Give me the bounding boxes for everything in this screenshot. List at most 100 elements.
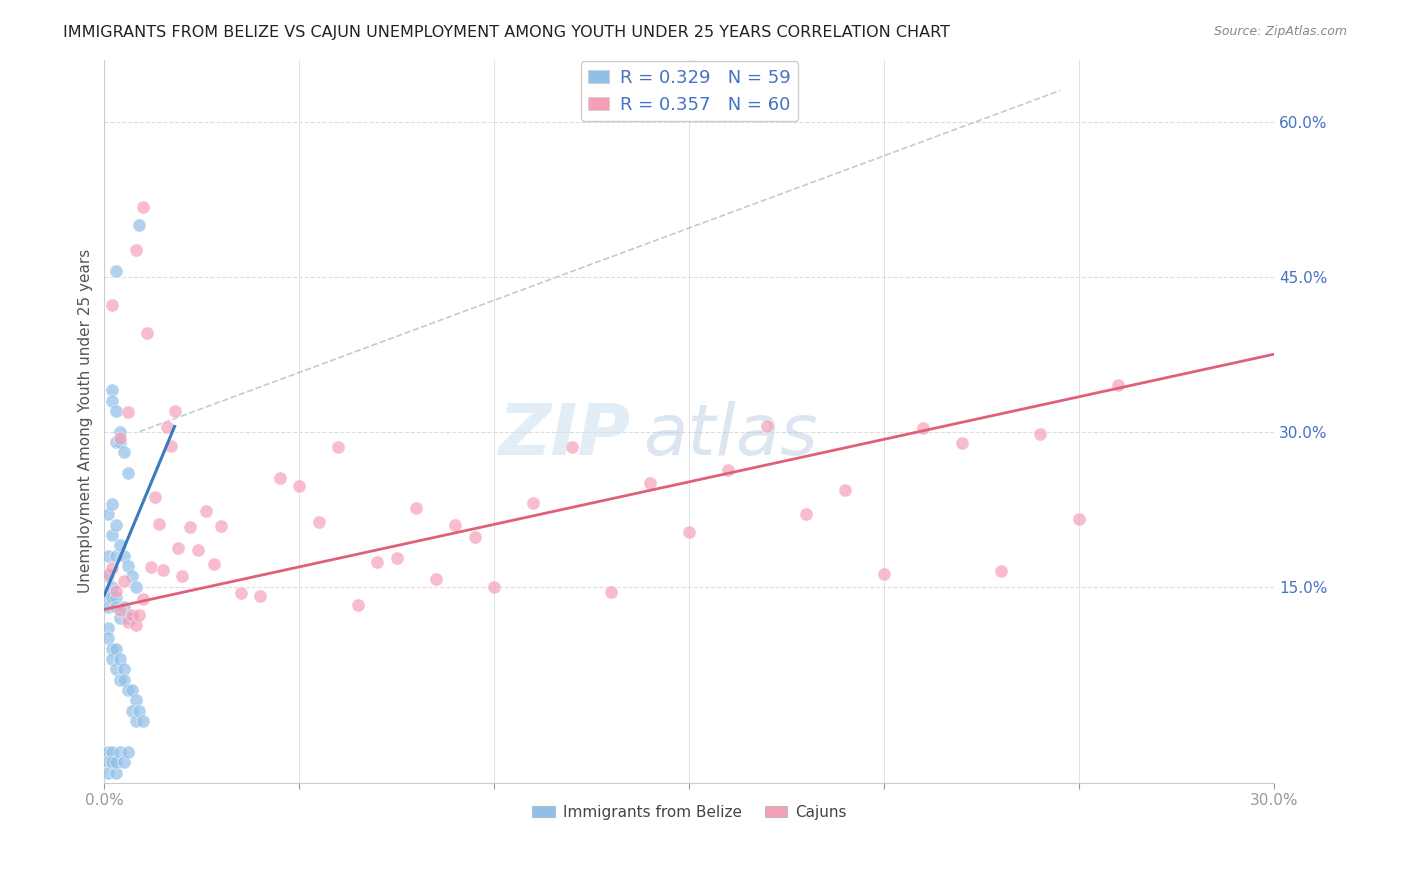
Point: [97, 549, 120, 563]
Point: [269, 470, 291, 484]
Point: [101, 497, 124, 511]
Point: [128, 608, 150, 623]
Point: [187, 543, 209, 558]
Point: [108, 745, 131, 759]
Point: [366, 555, 388, 569]
Legend: Immigrants from Belize, Cajuns: Immigrants from Belize, Cajuns: [526, 799, 853, 826]
Point: [112, 600, 135, 615]
Point: [159, 439, 181, 453]
Point: [561, 440, 583, 454]
Point: [101, 384, 124, 398]
Point: [101, 745, 124, 759]
Point: [950, 435, 973, 450]
Point: [105, 641, 128, 656]
Point: [121, 569, 143, 583]
Point: [112, 662, 135, 676]
Point: [97, 621, 120, 635]
Point: [148, 517, 170, 532]
Point: [105, 583, 128, 598]
Point: [678, 524, 700, 539]
Point: [202, 558, 225, 572]
Point: [101, 528, 124, 542]
Point: [136, 326, 159, 341]
Text: atlas: atlas: [643, 401, 817, 470]
Point: [101, 756, 124, 770]
Point: [912, 421, 935, 435]
Point: [141, 560, 163, 574]
Point: [484, 580, 506, 594]
Point: [105, 517, 128, 532]
Point: [117, 405, 139, 419]
Point: [121, 683, 143, 698]
Point: [834, 483, 856, 497]
Point: [128, 704, 150, 718]
Point: [444, 517, 467, 532]
Point: [179, 520, 201, 534]
Text: IMMIGRANTS FROM BELIZE VS CAJUN UNEMPLOYMENT AMONG YOUTH UNDER 25 YEARS CORRELAT: IMMIGRANTS FROM BELIZE VS CAJUN UNEMPLOY…: [63, 25, 950, 40]
Point: [101, 298, 124, 312]
Point: [117, 615, 139, 629]
Y-axis label: Unemployment Among Youth under 25 years: Unemployment Among Youth under 25 years: [79, 249, 93, 593]
Point: [108, 603, 131, 617]
Point: [124, 618, 146, 632]
Text: ZIP: ZIP: [499, 401, 631, 470]
Point: [108, 610, 131, 624]
Point: [97, 756, 120, 770]
Point: [209, 519, 232, 533]
Point: [117, 683, 139, 698]
Point: [328, 441, 350, 455]
Point: [105, 590, 128, 604]
Point: [117, 466, 139, 480]
Point: [152, 563, 174, 577]
Point: [97, 590, 120, 604]
Point: [105, 765, 128, 780]
Point: [108, 431, 131, 445]
Point: [101, 560, 124, 574]
Point: [105, 264, 128, 278]
Point: [112, 445, 135, 459]
Point: [464, 530, 486, 544]
Point: [97, 508, 120, 522]
Point: [112, 549, 135, 563]
Point: [124, 244, 146, 258]
Point: [1029, 427, 1052, 442]
Point: [101, 641, 124, 656]
Point: [112, 574, 135, 588]
Point: [756, 419, 779, 434]
Point: [121, 610, 143, 624]
Point: [143, 490, 166, 504]
Point: [105, 435, 128, 450]
Point: [717, 463, 740, 477]
Point: [112, 756, 135, 770]
Point: [522, 496, 544, 510]
Point: [796, 507, 818, 521]
Point: [425, 572, 447, 586]
Point: [108, 673, 131, 687]
Point: [124, 693, 146, 707]
Point: [101, 393, 124, 408]
Point: [249, 589, 271, 603]
Point: [132, 591, 155, 606]
Point: [128, 218, 150, 232]
Point: [101, 580, 124, 594]
Point: [121, 607, 143, 622]
Point: [347, 598, 370, 612]
Point: [163, 404, 186, 418]
Point: [124, 580, 146, 594]
Point: [117, 610, 139, 624]
Point: [308, 516, 330, 530]
Point: [385, 551, 408, 566]
Point: [101, 652, 124, 666]
Point: [873, 566, 896, 581]
Point: [105, 662, 128, 676]
Point: [124, 714, 146, 728]
Point: [101, 590, 124, 604]
Point: [1069, 511, 1091, 525]
Point: [1107, 378, 1129, 392]
Point: [108, 425, 131, 439]
Point: [105, 549, 128, 563]
Point: [640, 475, 662, 490]
Point: [108, 538, 131, 552]
Point: [194, 504, 217, 518]
Point: [105, 600, 128, 615]
